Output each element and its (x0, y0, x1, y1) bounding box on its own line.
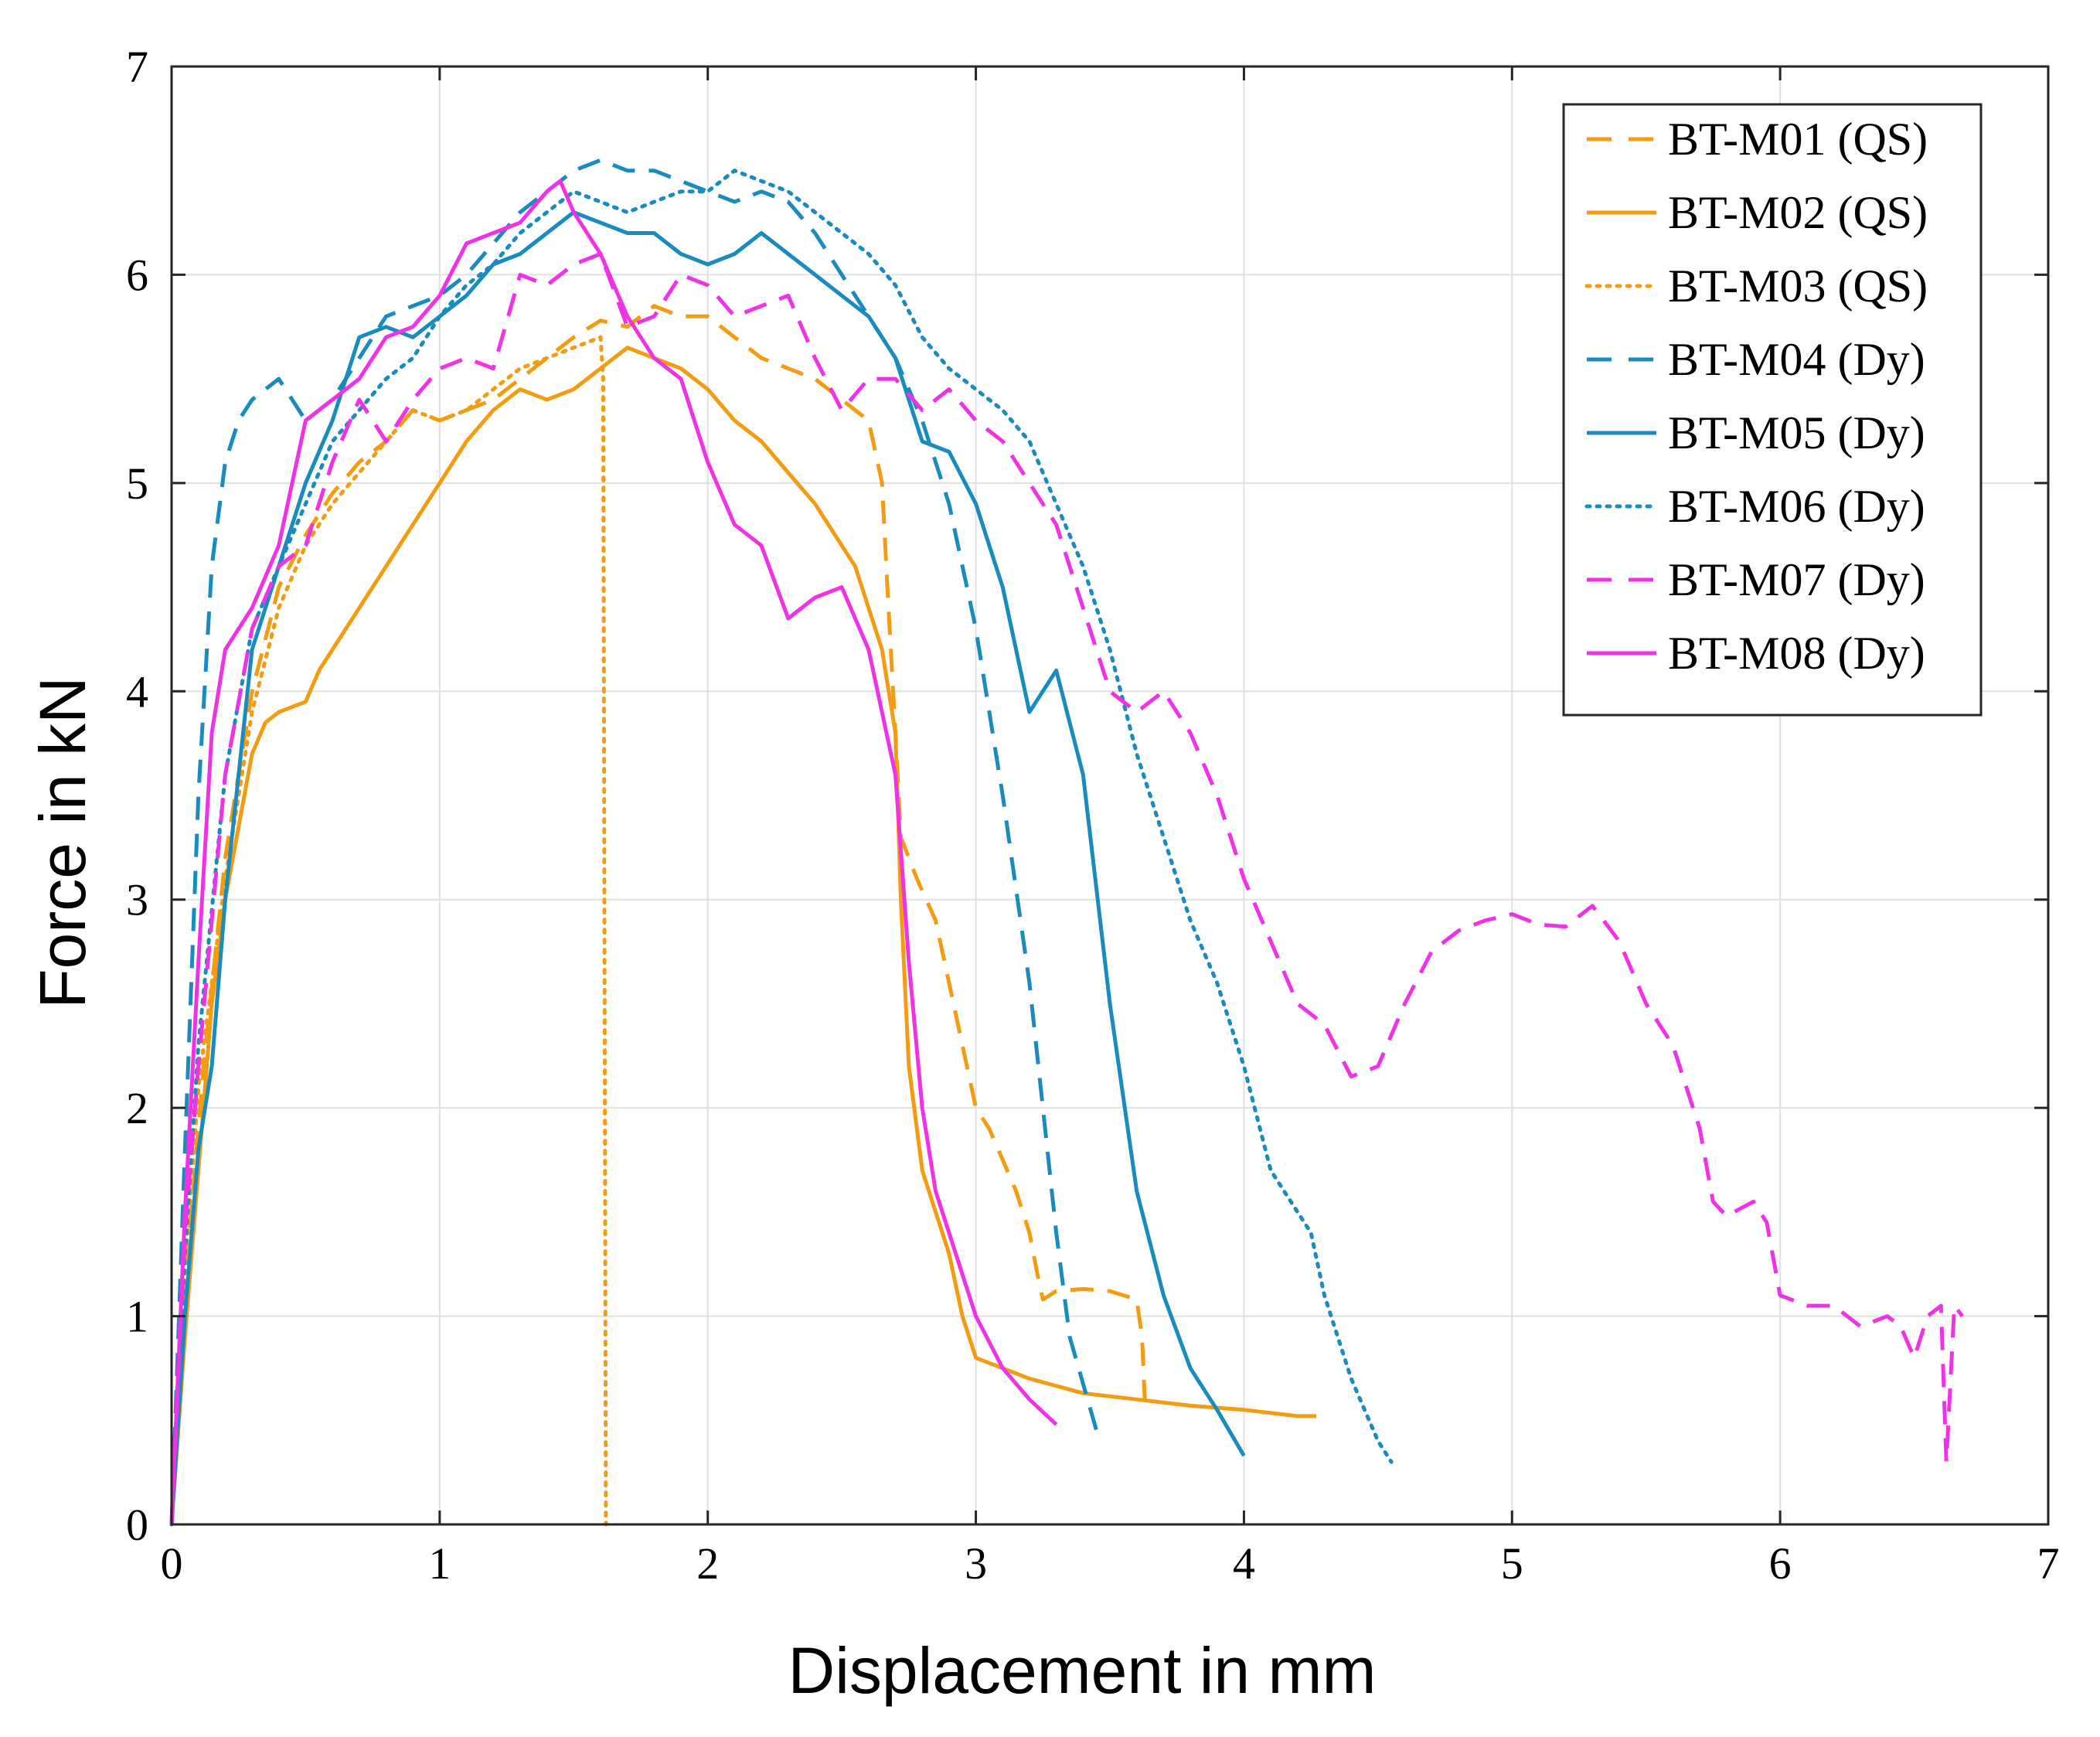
legend: BT-M01 (QS) BT-M02 (QS) BT-M03 (QS) BT-M04 … (1562, 103, 1983, 717)
legend-label-4: BT-M04 (Dy) (1668, 334, 1925, 385)
x-tick-label: 2 (696, 1538, 719, 1589)
legend-box (1562, 103, 1983, 717)
legend-label-7: BT-M07 (Dy) (1668, 554, 1925, 605)
y-tick-label: 2 (126, 1083, 148, 1133)
plot-frame (170, 65, 2050, 1526)
tick-layer: 0 1 2 3 4 5 6 7 0 1 2 3 4 5 6 7 (126, 42, 2060, 1589)
series-line-8 (169, 179, 1058, 1525)
x-tick-label: 4 (1233, 1538, 1255, 1589)
y-tick-label: 0 (126, 1500, 148, 1550)
x-tick-label: 5 (1501, 1538, 1523, 1589)
x-tick-label: 1 (428, 1538, 451, 1589)
legend-label-5: BT-M05 (Dy) (1668, 407, 1925, 458)
y-tick-label: 1 (126, 1292, 148, 1342)
legend-label-3: BT-M03 (QS) (1668, 261, 1928, 312)
y-tick-label: 5 (126, 458, 148, 509)
y-tick-label: 3 (126, 875, 148, 925)
series-line-4 (169, 158, 1099, 1525)
y-tick-label: 4 (126, 666, 148, 717)
x-tick-label: 7 (2037, 1538, 2060, 1589)
x-tick-label: 3 (965, 1538, 987, 1589)
legend-label-6: BT-M06 (Dy) (1668, 481, 1925, 532)
series-line-6 (169, 169, 1394, 1527)
y-tick-label: 6 (126, 250, 148, 300)
y-axis-label: Force in kN (26, 676, 99, 1008)
y-tick-label: 7 (126, 42, 148, 92)
x-tick-label: 6 (1769, 1538, 1792, 1589)
legend-label-1: BT-M01 (QS) (1668, 114, 1928, 165)
series-line-2 (169, 346, 1317, 1525)
series-line-7 (169, 252, 1964, 1525)
x-tick-label: 0 (161, 1538, 183, 1589)
legend-label-8: BT-M08 (Dy) (1668, 628, 1925, 679)
series-layer (169, 158, 1964, 1527)
series-line-1 (169, 304, 1147, 1525)
x-axis-label: Displacement in mm (788, 1634, 1377, 1707)
legend-label-2: BT-M02 (QS) (1668, 187, 1928, 238)
series-line-5 (169, 210, 1246, 1525)
